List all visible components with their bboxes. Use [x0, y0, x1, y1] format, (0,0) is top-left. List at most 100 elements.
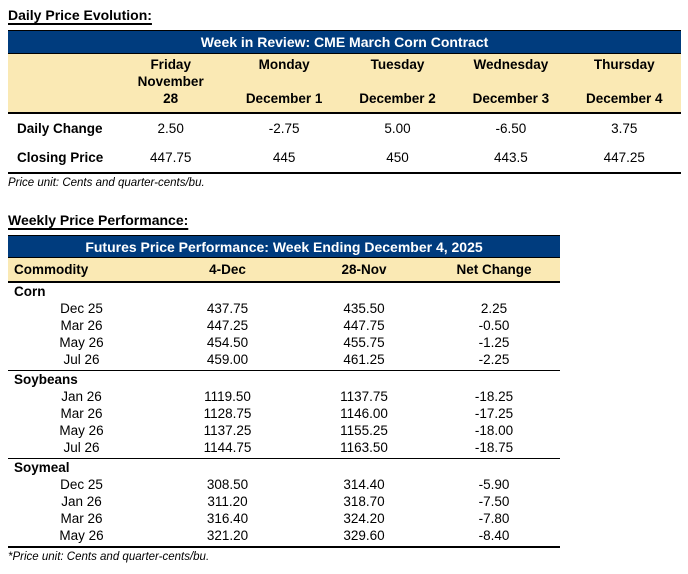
contract-label: May 26: [59, 423, 104, 438]
price-28nov: 461.25: [343, 352, 385, 367]
weekly-price-performance-title: Weekly Price Performance:: [8, 212, 189, 228]
daily-change-value: 5.00: [384, 121, 411, 136]
day-name: Monday: [258, 57, 310, 72]
day-header-row: Friday November 28 Monday December 1 Tue…: [8, 54, 681, 114]
row-label: Closing Price: [17, 150, 104, 165]
price-4dec: 311.20: [207, 494, 248, 509]
price-4dec: 321.20: [206, 528, 249, 543]
table-row: May 26 1137.25 1155.25 -18.00: [8, 422, 560, 439]
daily-change-value: -2.75: [268, 121, 300, 136]
closing-price-row: Closing Price 447.75 445 450 443.5 447.2…: [8, 143, 681, 172]
column-header-commodity: Commodity: [14, 262, 89, 277]
daily-change-value: 2.50: [157, 121, 184, 136]
daily-change-row: Daily Change 2.50 -2.75 5.00 -6.50 3.75: [8, 114, 681, 143]
table-row: Mar 26 1128.75 1146.00 -17.25: [8, 405, 560, 422]
day-date: December 2: [359, 91, 436, 107]
contract-label: May 26: [59, 335, 104, 350]
contract-label: Dec 25: [60, 301, 103, 316]
contract-label: Jul 26: [63, 352, 100, 367]
price-4dec: 437.75: [206, 301, 249, 316]
net-change: -8.40: [478, 528, 510, 543]
closing-price-value: 447.75: [150, 150, 192, 165]
day-header-monday: Monday December 1: [227, 54, 340, 112]
day-date: December 1: [245, 91, 323, 107]
price-28nov: 1146.00: [340, 406, 388, 421]
price-28nov: 455.75: [343, 335, 385, 350]
day-date: December 4: [586, 91, 663, 107]
price-28nov: 329.60: [343, 528, 385, 543]
price-4dec: 454.50: [206, 335, 249, 350]
column-header-net-change: Net Change: [456, 262, 532, 277]
day-date: December 3: [472, 91, 550, 107]
net-change: 2.25: [480, 301, 508, 316]
price-4dec: 308.50: [206, 477, 249, 492]
closing-price-value: 445: [272, 150, 296, 165]
table-row: Mar 26 316.40 324.20 -7.80: [8, 510, 560, 527]
day-header-tuesday: Tuesday December 2: [341, 54, 454, 112]
price-28nov: 1163.50: [340, 440, 388, 455]
row-label: Daily Change: [17, 121, 103, 136]
net-change: -1.25: [478, 335, 510, 350]
net-change: -18.25: [474, 389, 514, 404]
contract-label: Mar 26: [60, 511, 103, 526]
closing-price-value: 450: [386, 150, 409, 165]
day-name: Thursday: [593, 57, 655, 72]
day-header-friday: Friday November 28: [114, 54, 227, 112]
contract-label: Mar 26: [60, 318, 103, 333]
futures-table-title: Futures Price Performance: Week Ending D…: [8, 236, 560, 258]
table-row: May 26 321.20 329.60 -8.40: [8, 527, 560, 546]
daily-change-value: -6.50: [495, 121, 527, 136]
weekly-table-footnote: *Price unit: Cents and quarter-cents/bu.: [8, 551, 210, 563]
contract-label: May 26: [59, 528, 104, 543]
futures-price-performance-table: Futures Price Performance: Week Ending D…: [8, 235, 560, 548]
net-change: -18.75: [474, 440, 514, 455]
commodity-group-corn: Corn Dec 25 437.75 435.50 2.25 Mar 26 44…: [8, 283, 560, 370]
price-4dec: 447.25: [206, 318, 249, 333]
net-change: -5.90: [478, 477, 510, 492]
contract-label: Mar 26: [60, 406, 103, 421]
day-name: Friday: [150, 57, 191, 72]
closing-price-value: 447.25: [603, 150, 645, 165]
price-4dec: 1119.50: [204, 389, 251, 404]
table-row: Dec 25 308.50 314.40 -5.90: [8, 476, 560, 493]
contract-label: Dec 25: [60, 477, 103, 492]
net-change: -2.25: [478, 352, 510, 367]
price-4dec: 1137.25: [203, 423, 252, 438]
price-28nov: 324.20: [343, 511, 385, 526]
daily-table-footnote: Price unit: Cents and quarter-cents/bu.: [8, 177, 205, 189]
price-28nov: 314.40: [343, 477, 385, 492]
day-header-thursday: Thursday December 4: [568, 54, 681, 112]
group-label: Soymeal: [14, 460, 70, 475]
column-header-28nov: 28-Nov: [341, 262, 387, 277]
price-28nov: 1137.75: [340, 389, 388, 404]
net-change: -17.25: [474, 406, 514, 421]
table-row: Jul 26 1144.75 1163.50 -18.75: [8, 439, 560, 458]
day-name: Tuesday: [370, 57, 425, 72]
price-4dec: 459.00: [206, 352, 249, 367]
table-row: Jan 26 311.20 318.70 -7.50: [8, 493, 560, 510]
net-change: -7.50: [478, 494, 510, 509]
table-row: Jul 26 459.00 461.25 -2.25: [8, 351, 560, 370]
group-label: Corn: [14, 284, 46, 299]
day-header-spacer: [8, 54, 114, 112]
table-row: Dec 25 437.75 435.50 2.25: [8, 300, 560, 317]
commodity-group-soymeal: Soymeal Dec 25 308.50 314.40 -5.90 Jan 2…: [8, 458, 560, 546]
table-row: May 26 454.50 455.75 -1.25: [8, 334, 560, 351]
group-label: Soybeans: [14, 372, 78, 387]
daily-price-evolution-title: Daily Price Evolution:: [8, 7, 152, 23]
week-in-review-table-title: Week in Review: CME March Corn Contract: [8, 31, 681, 54]
price-28nov: 1155.25: [340, 423, 388, 438]
net-change: -18.00: [474, 423, 514, 438]
day-date: November 28: [137, 74, 204, 107]
contract-label: Jan 26: [61, 494, 102, 509]
column-header-4dec: 4-Dec: [209, 262, 246, 277]
day-header-wednesday: Wednesday December 3: [454, 54, 567, 112]
price-28nov: 447.75: [343, 318, 385, 333]
closing-price-value: 443.5: [493, 150, 528, 165]
net-change: -0.50: [478, 318, 510, 333]
price-28nov: 318.70: [343, 494, 385, 509]
price-4dec: 316.40: [206, 511, 249, 526]
contract-label: Jul 26: [63, 440, 100, 455]
daily-change-value: 3.75: [611, 121, 638, 136]
commodity-group-soybeans: Soybeans Jan 26 1119.50 1137.75 -18.25 M…: [8, 370, 560, 458]
